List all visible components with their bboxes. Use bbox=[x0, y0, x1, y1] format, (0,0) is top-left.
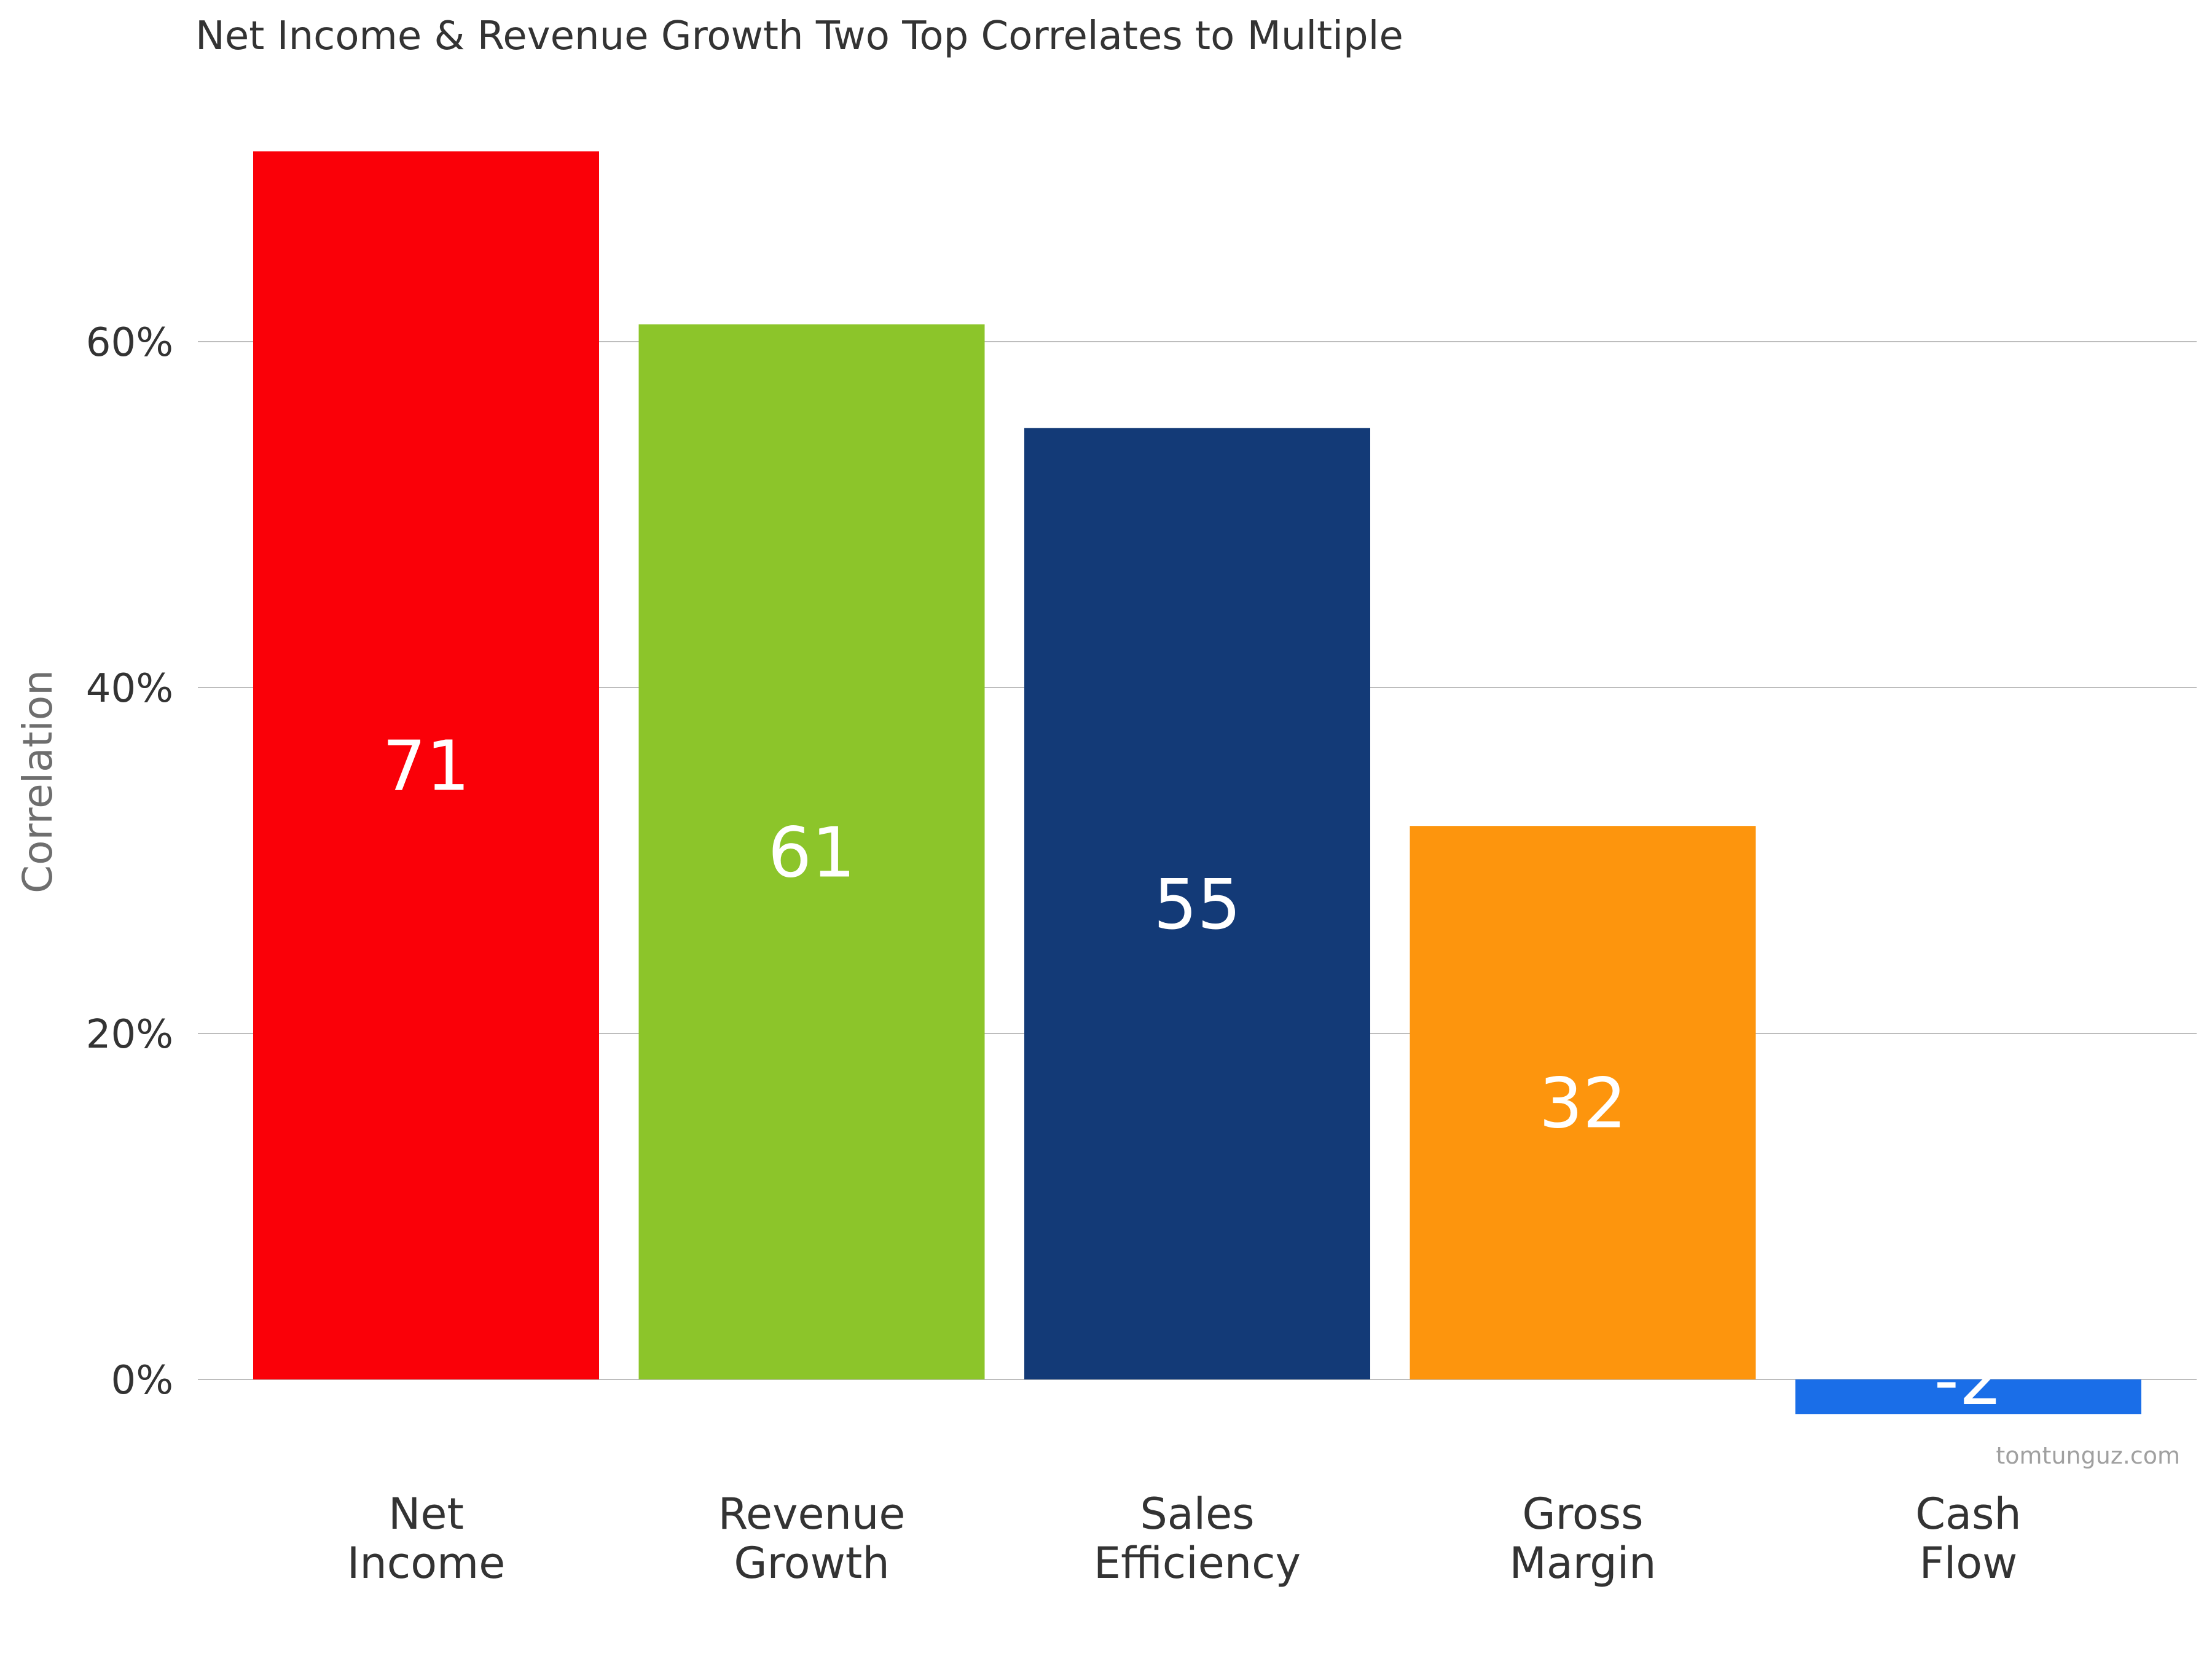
y-tick-label: 60% bbox=[86, 320, 173, 366]
y-tick-label: 0% bbox=[111, 1358, 173, 1403]
bar-value-label: -2 bbox=[1934, 1341, 2003, 1421]
x-category-label: Sales bbox=[1140, 1489, 1254, 1539]
bar-value-label: 55 bbox=[1153, 865, 1241, 945]
bar bbox=[1024, 428, 1370, 1379]
y-tick-label: 20% bbox=[86, 1012, 173, 1057]
x-category-label: Gross bbox=[1522, 1489, 1643, 1539]
chart-title: Net Income & Revenue Growth Two Top Corr… bbox=[195, 14, 1403, 59]
x-category-label: Net bbox=[388, 1489, 464, 1539]
x-category-label: Growth bbox=[734, 1538, 889, 1588]
bar-value-label: 32 bbox=[1539, 1064, 1627, 1144]
credit-text: tomtunguz.com bbox=[1996, 1442, 2180, 1469]
bar-value-labels: 71 61 55 32 -2 bbox=[382, 727, 2002, 1421]
x-category-label: Efficiency bbox=[1094, 1538, 1301, 1588]
bar-value-label: 71 bbox=[382, 727, 470, 807]
x-category-label: Cash bbox=[1915, 1489, 2022, 1539]
bar bbox=[1795, 1379, 2141, 1414]
bars bbox=[253, 151, 2141, 1414]
x-category-label: Income bbox=[347, 1538, 506, 1588]
bar bbox=[253, 151, 599, 1380]
y-axis-label: Correlation bbox=[14, 670, 61, 893]
x-category-label: Flow bbox=[1920, 1538, 2018, 1588]
bar-value-label: 61 bbox=[768, 813, 856, 893]
x-category-label: Revenue bbox=[718, 1489, 906, 1539]
y-axis-ticks: 0% 20% 40% 60% bbox=[86, 320, 173, 1403]
bar bbox=[1410, 826, 1756, 1379]
y-tick-label: 40% bbox=[86, 666, 173, 712]
x-category-label: Margin bbox=[1509, 1538, 1656, 1588]
bar bbox=[638, 324, 985, 1379]
